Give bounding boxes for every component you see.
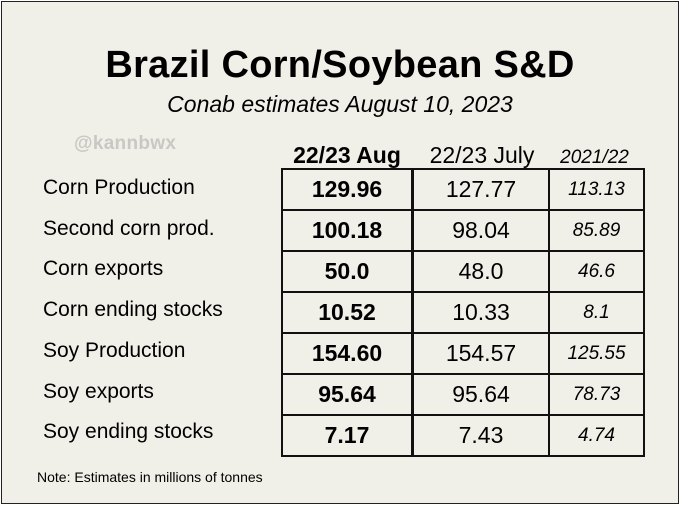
cell-2021-22: 85.89 xyxy=(548,209,645,252)
row-label: Soy ending stocks xyxy=(43,420,214,444)
row-label: Corn exports xyxy=(43,257,164,281)
data-table: 129.96 127.77 113.13 100.18 98.04 85.89 50.0 48… xyxy=(281,168,645,457)
units-note: Note: Estimates in millions of tonnes xyxy=(37,469,263,485)
table-row: 10.52 10.33 8.1 xyxy=(281,291,645,334)
cell-july: 7.43 xyxy=(411,414,550,457)
chart-title: Brazil Corn/Soybean S&D xyxy=(105,44,575,86)
cell-aug: 154.60 xyxy=(281,332,414,375)
row-label: Soy exports xyxy=(43,379,154,403)
cell-july: 10.33 xyxy=(411,291,550,334)
table-row: 129.96 127.77 113.13 xyxy=(281,168,645,211)
row-label: Soy Production xyxy=(43,338,186,362)
table-row: 95.64 95.64 78.73 xyxy=(281,373,645,416)
cell-2021-22: 78.73 xyxy=(548,373,645,416)
data-table-body: 129.96 127.77 113.13 100.18 98.04 85.89 50.0 48… xyxy=(281,168,645,457)
table-row: 50.0 48.0 46.6 xyxy=(281,250,645,293)
cell-2021-22: 113.13 xyxy=(548,168,645,211)
cell-aug: 10.52 xyxy=(281,291,414,334)
cell-july: 127.77 xyxy=(411,168,550,211)
cell-july: 95.64 xyxy=(411,373,550,416)
cell-aug: 50.0 xyxy=(281,250,414,293)
column-header-2021-22: 2021/22 xyxy=(560,147,629,168)
row-label: Corn ending stocks xyxy=(43,298,223,322)
cell-july: 48.0 xyxy=(411,250,550,293)
cell-aug: 100.18 xyxy=(281,209,414,252)
table-row: 7.17 7.43 4.74 xyxy=(281,414,645,457)
cell-2021-22: 4.74 xyxy=(548,414,645,457)
cell-july: 154.57 xyxy=(411,332,550,375)
cell-aug: 95.64 xyxy=(281,373,414,416)
column-header-aug: 22/23 Aug xyxy=(293,142,401,168)
row-label: Corn Production xyxy=(43,176,195,199)
chart-subtitle: Conab estimates August 10, 2023 xyxy=(167,91,513,117)
cell-2021-22: 8.1 xyxy=(548,291,645,334)
cell-2021-22: 46.6 xyxy=(548,250,645,293)
cell-aug: 129.96 xyxy=(281,168,414,211)
row-label: Second corn prod. xyxy=(43,216,215,240)
cell-2021-22: 125.55 xyxy=(548,332,645,375)
cell-aug: 7.17 xyxy=(281,414,414,457)
table-row: 154.60 154.57 125.55 xyxy=(281,332,645,375)
watermark: @kannbwx xyxy=(74,133,177,154)
column-header-july: 22/23 July xyxy=(429,142,535,168)
cell-july: 98.04 xyxy=(411,209,550,252)
table-row: 100.18 98.04 85.89 xyxy=(281,209,645,252)
